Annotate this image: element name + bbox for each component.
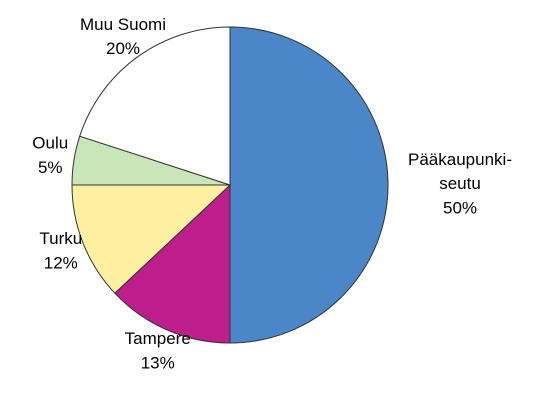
value-label: 5% xyxy=(38,158,63,177)
category-label: Oulu xyxy=(32,134,68,153)
pie-slice xyxy=(79,26,231,186)
category-label: Tampere xyxy=(125,330,191,349)
pie-slice xyxy=(71,184,232,294)
value-label: 50% xyxy=(443,198,477,217)
category-label: Pääkaupunki-seutu xyxy=(408,150,512,193)
value-label: 13% xyxy=(141,354,175,373)
value-label: 12% xyxy=(44,253,78,272)
category-label: Turku xyxy=(39,229,82,248)
value-label: 20% xyxy=(106,39,140,58)
pie-slice xyxy=(114,183,231,344)
category-label: Muu Suomi xyxy=(80,15,166,34)
pie-slice xyxy=(229,26,389,344)
